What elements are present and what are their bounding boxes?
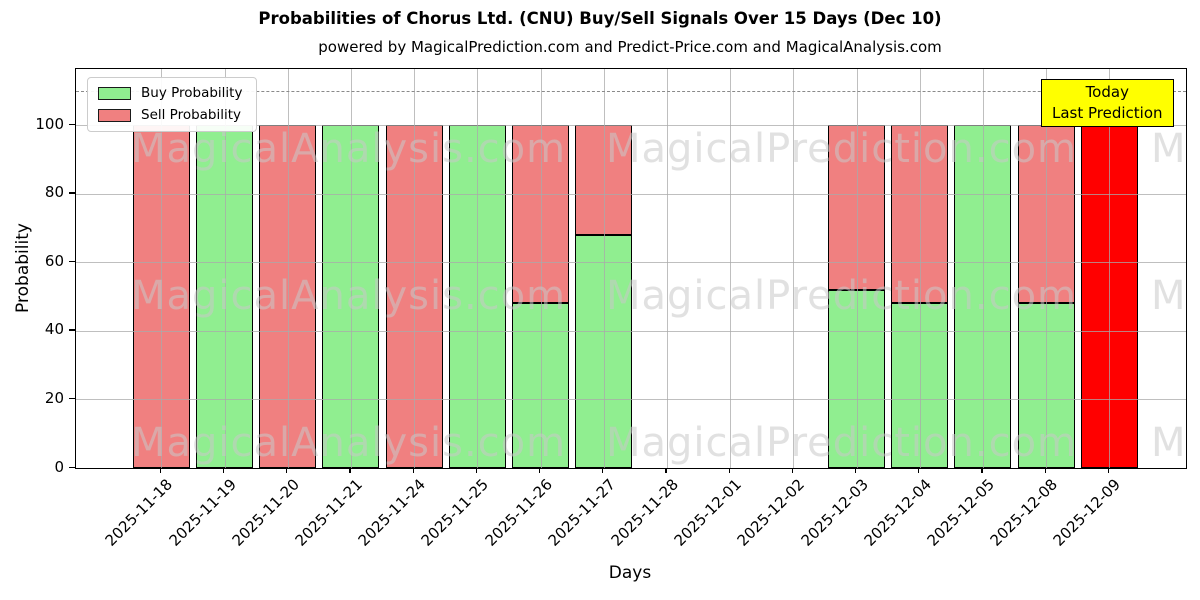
y-tick-label: 60 — [44, 251, 64, 270]
y-tick-mark — [69, 123, 75, 125]
gridline-vertical — [350, 69, 352, 468]
y-tick-mark — [69, 329, 75, 331]
x-tick-mark — [539, 468, 541, 473]
watermark-text: MagicalPrediction.com — [606, 273, 1077, 319]
legend-sell-label: Sell Probability — [141, 107, 242, 123]
x-tick-mark — [1107, 468, 1110, 473]
gridline-vertical — [161, 69, 163, 468]
gridline-vertical — [603, 69, 605, 468]
x-axis-title: Days — [608, 563, 652, 583]
watermark-text: MagicalAnalysis.com — [1151, 126, 1187, 172]
x-tick-mark — [159, 468, 162, 473]
gridline-vertical — [224, 69, 226, 468]
x-tick-mark — [286, 468, 288, 473]
gridline-vertical — [793, 69, 795, 468]
x-tick-mark — [602, 468, 604, 473]
y-tick-label: 80 — [44, 183, 64, 202]
x-tick-mark — [475, 468, 478, 473]
watermark-text: MagicalAnalysis.com — [131, 273, 567, 319]
legend-item-buy: Buy Probability — [98, 86, 242, 101]
gridline-vertical — [477, 69, 479, 468]
watermark-text: MagicalAnalysis.com — [1151, 420, 1187, 466]
gridline-vertical — [982, 69, 984, 468]
dashed-threshold-line — [76, 90, 1186, 92]
gridline-vertical — [1046, 69, 1048, 468]
x-tick-mark — [855, 468, 857, 473]
y-tick-label: 0 — [54, 457, 64, 476]
watermark-text: MagicalPrediction.com — [606, 420, 1077, 466]
chart-subtitle: powered by MagicalPrediction.com and Pre… — [318, 38, 942, 56]
gridline-vertical — [287, 69, 289, 468]
watermark-text: MagicalAnalysis.com — [131, 126, 567, 172]
today-annotation-line2: Last Prediction — [1052, 104, 1163, 122]
y-tick-mark — [69, 466, 75, 468]
plot-area: MagicalAnalysis.com MagicalPrediction.com… — [75, 68, 1187, 469]
x-tick-mark — [1044, 468, 1046, 473]
gridline-horizontal — [76, 193, 1186, 195]
y-tick-label: 20 — [44, 388, 64, 407]
gridline-vertical — [414, 69, 416, 468]
y-tick-mark — [69, 192, 75, 194]
x-tick-mark — [223, 468, 225, 473]
watermark-text: MagicalAnalysis.com — [1151, 273, 1187, 319]
y-tick-label: 40 — [44, 320, 64, 339]
x-tick-mark — [412, 468, 414, 473]
x-tick-mark — [665, 468, 667, 473]
buy-swatch-icon — [98, 87, 131, 100]
watermark-text: MagicalPrediction.com — [606, 126, 1077, 172]
legend-buy-label: Buy Probability — [141, 85, 243, 101]
gridline-vertical — [1109, 69, 1111, 468]
gridline-horizontal — [76, 399, 1186, 401]
legend: Buy Probability Sell Probability — [87, 77, 258, 132]
y-tick-mark — [69, 397, 75, 400]
y-tick-mark — [69, 260, 75, 263]
x-tick-mark — [349, 468, 351, 473]
chart-title: Probabilities of Chorus Ltd. (CNU) Buy/S… — [258, 9, 942, 28]
x-tick-mark — [918, 468, 920, 473]
sell-swatch-icon — [98, 109, 131, 122]
x-tick-mark — [728, 468, 730, 473]
x-tick-mark — [981, 468, 983, 473]
gridline-vertical — [540, 69, 542, 468]
legend-item-sell: Sell Probability — [98, 108, 242, 123]
gridline-horizontal — [76, 330, 1186, 332]
gridline-horizontal — [76, 125, 1186, 127]
today-annotation-box: Today Last Prediction — [1041, 79, 1174, 127]
gridline-vertical — [666, 69, 668, 468]
gridline-horizontal — [76, 262, 1186, 264]
gridline-vertical — [856, 69, 858, 468]
x-tick-mark — [791, 468, 794, 473]
gridline-vertical — [919, 69, 921, 468]
today-annotation-line1: Today — [1085, 83, 1129, 101]
y-tick-label: 100 — [35, 114, 64, 133]
watermark-text: MagicalAnalysis.com — [131, 420, 567, 466]
gridline-vertical — [730, 69, 732, 468]
